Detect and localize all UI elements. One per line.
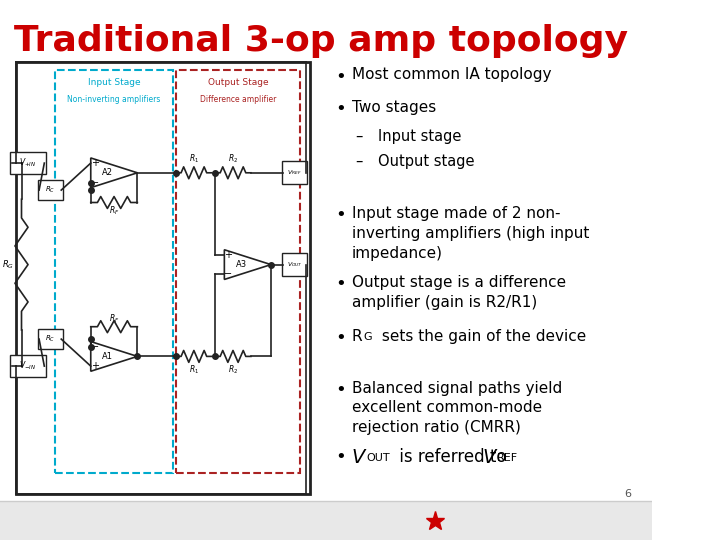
Text: A2: A2 [102, 168, 113, 177]
Text: Traditional 3-op amp topology: Traditional 3-op amp topology [14, 24, 629, 58]
FancyBboxPatch shape [282, 161, 307, 184]
FancyBboxPatch shape [282, 253, 307, 276]
Text: Output stage: Output stage [378, 154, 474, 169]
Text: $R_G$: $R_G$ [2, 258, 14, 271]
Text: $R_F$: $R_F$ [109, 313, 120, 325]
Text: •: • [336, 206, 346, 224]
FancyBboxPatch shape [17, 62, 310, 494]
FancyBboxPatch shape [0, 501, 652, 540]
Text: TEXAS INSTRUMENTS: TEXAS INSTRUMENTS [453, 516, 580, 525]
Text: −: − [91, 178, 99, 187]
Text: sets the gain of the device: sets the gain of the device [377, 329, 586, 345]
Text: −: − [91, 342, 99, 352]
Text: Output stage is a difference
amplifier (gain is R2/R1): Output stage is a difference amplifier (… [352, 275, 566, 310]
Text: +: + [91, 361, 99, 371]
Text: •: • [336, 448, 346, 466]
Text: $R_F$: $R_F$ [109, 204, 120, 217]
Text: R: R [352, 329, 363, 345]
Text: •: • [336, 68, 346, 85]
Text: −: − [224, 269, 233, 279]
Text: A1: A1 [102, 352, 113, 361]
Text: Input Stage: Input Stage [88, 78, 140, 87]
FancyBboxPatch shape [37, 329, 63, 349]
Text: $V_{-IN}$: $V_{-IN}$ [19, 360, 37, 373]
Text: V: V [482, 448, 495, 467]
Text: Non-inverting amplifiers: Non-inverting amplifiers [68, 94, 161, 104]
Text: •: • [336, 275, 346, 293]
Text: OUT: OUT [366, 453, 390, 463]
Text: Input stage made of 2 non-
inverting amplifiers (high input
impedance): Input stage made of 2 non- inverting amp… [352, 206, 589, 261]
Text: $R_2$: $R_2$ [228, 153, 238, 165]
Text: 6: 6 [624, 489, 631, 499]
Text: Most common IA topology: Most common IA topology [352, 68, 552, 83]
Text: $R_2$: $R_2$ [228, 364, 238, 376]
Text: is referred to: is referred to [395, 448, 512, 466]
Text: •: • [336, 100, 346, 118]
FancyBboxPatch shape [37, 180, 63, 200]
Text: $R_1$: $R_1$ [189, 153, 199, 165]
Text: G: G [364, 332, 372, 342]
Text: $V_{REF}$: $V_{REF}$ [287, 168, 302, 177]
Text: •: • [336, 329, 346, 347]
FancyBboxPatch shape [10, 152, 45, 174]
Text: Difference amplifier: Difference amplifier [199, 94, 276, 104]
Text: •: • [336, 381, 346, 399]
Text: +: + [224, 250, 233, 260]
Text: $R_C$: $R_C$ [45, 334, 55, 344]
Text: –: – [355, 129, 363, 144]
FancyBboxPatch shape [10, 355, 45, 377]
Text: Output Stage: Output Stage [207, 78, 268, 87]
Text: REF: REF [497, 453, 518, 463]
Text: Input stage: Input stage [378, 129, 462, 144]
Text: $V_{+IN}$: $V_{+IN}$ [19, 157, 37, 170]
Text: $R_C$: $R_C$ [45, 185, 55, 195]
Text: $R_1$: $R_1$ [189, 364, 199, 376]
Text: $V_{OUT}$: $V_{OUT}$ [287, 260, 302, 269]
Text: A3: A3 [235, 260, 247, 269]
Text: –: – [355, 154, 363, 169]
Text: V: V [352, 448, 365, 467]
Text: +: + [91, 158, 99, 168]
Text: Balanced signal paths yield
excellent common-mode
rejection ratio (CMRR): Balanced signal paths yield excellent co… [352, 381, 562, 435]
Text: Two stages: Two stages [352, 100, 436, 115]
